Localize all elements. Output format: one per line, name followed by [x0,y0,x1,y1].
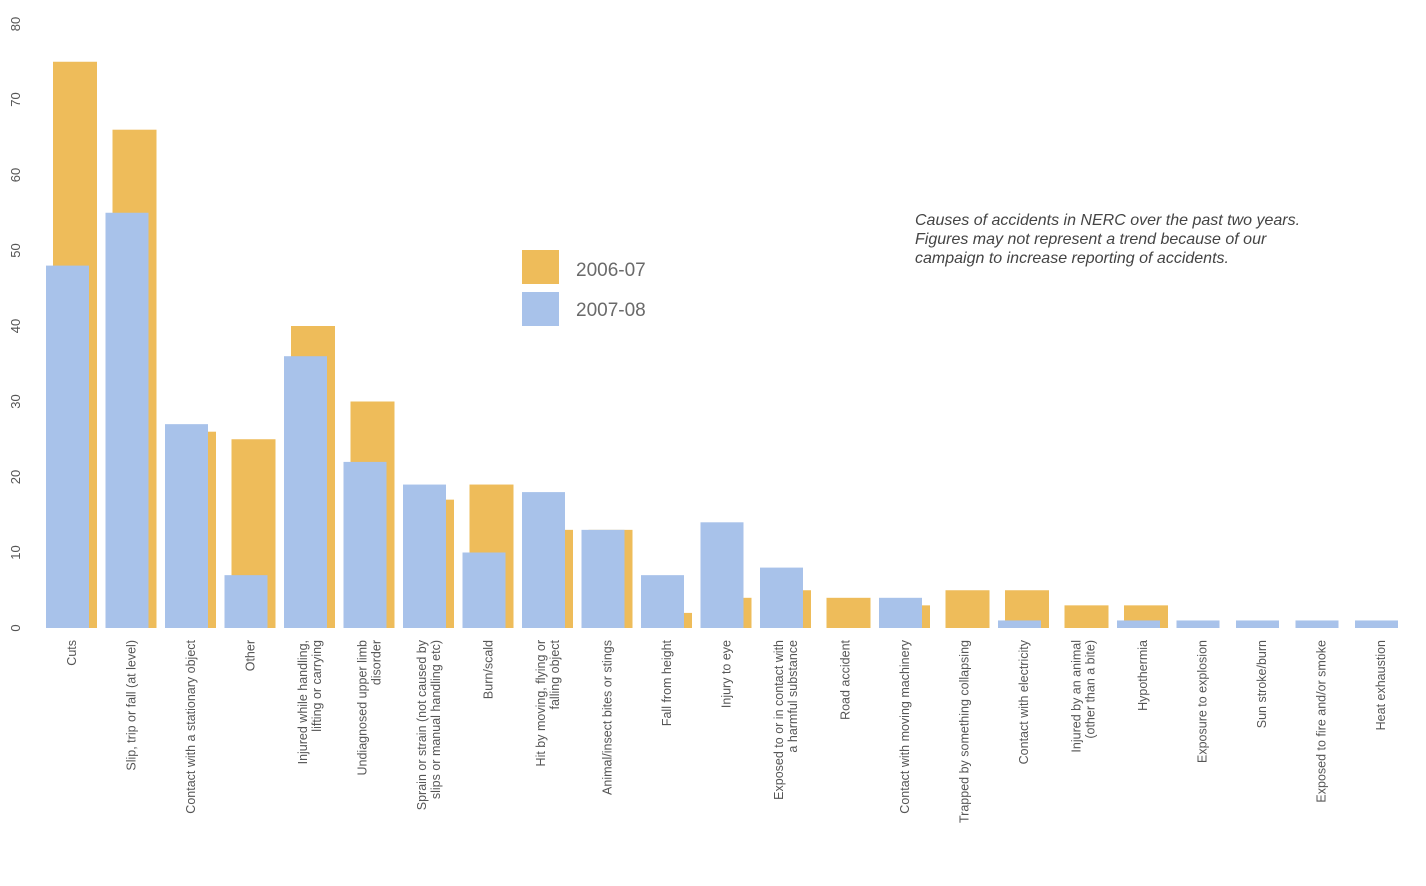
bar-2007-08 [105,212,149,628]
bar-2007-08 [284,356,327,628]
category-label: disorder [370,640,384,685]
category-label: Burn/scald [482,640,496,699]
category-label: Fall from height [660,639,674,726]
y-tick-label: 50 [8,243,23,257]
category-label: Heat exhaustion [1374,640,1388,730]
y-tick-label: 20 [8,470,23,484]
category-label: Injured by an animal [1070,640,1084,753]
bar-2007-08 [1176,620,1220,628]
category-label: Sun stroke/burn [1255,640,1269,728]
y-tick-label: 0 [8,624,23,631]
bar-2007-08 [46,265,89,628]
bar-2007-08 [641,575,684,628]
category-label: Exposure to explosion [1196,640,1210,763]
category-label: lifting or carrying [310,640,324,732]
y-tick-label: 60 [8,168,23,182]
bar-2007-08 [879,597,922,628]
category-label: Contact with a stationary object [184,639,198,813]
bar-2007-08 [581,529,625,628]
bar-2007-08 [462,552,506,628]
bar-2006-07 [945,590,990,628]
category-label: Undiagnosed upper limb [356,640,370,776]
category-label: Exposed to or in contact with [772,640,786,800]
category-label: Trapped by something collapsing [958,640,972,823]
category-label: Other [244,640,258,671]
chart-note: Causes of accidents in NERC over the pas… [915,212,1301,267]
category-label: Contact with moving machinery [898,639,912,813]
y-tick-label: 80 [8,17,23,31]
bar-2007-08 [165,424,208,628]
legend-swatch-2007-08 [522,292,559,326]
y-tick-label: 70 [8,92,23,106]
bar-2007-08 [343,461,387,628]
x-axis-labels: Cuts Slip, trip or fall (at level) Contact… [65,639,1388,823]
bar-2007-08 [1117,620,1160,628]
bar-2007-08 [1295,620,1339,628]
bar-2007-08 [224,575,268,628]
legend: 2006-07 2007-08 [522,250,646,326]
bar-2006-07 [1064,605,1109,628]
category-label: Injured while handling, [296,640,310,764]
bar-2007-08 [1236,620,1279,628]
category-label: a harmful substance [786,640,800,753]
bar-2007-08 [998,620,1041,628]
category-label: Hit by moving, flying or [534,640,548,766]
category-label: Slip, trip or fall (at level) [125,640,139,771]
category-label: Road accident [839,639,853,719]
bars [46,61,1398,628]
category-label: Cuts [65,640,79,666]
bar-2007-08 [522,492,565,628]
category-label: (other than a bite) [1084,640,1098,739]
category-label: Injury to eye [720,640,734,708]
category-label: Contact with electricity [1017,639,1031,764]
legend-label-2007-08: 2007-08 [576,300,646,321]
category-label: falling object [548,639,562,709]
category-label: slips or manual handling etc) [429,640,443,799]
bar-2007-08 [1355,620,1398,628]
y-tick-label: 40 [8,319,23,333]
bar-2007-08 [403,484,446,628]
category-label: Animal/insect bites or stings [601,640,615,795]
y-tick-label: 10 [8,545,23,559]
bar-2007-08 [760,567,803,628]
y-axis: 0 10 20 30 40 50 60 70 80 [8,17,23,632]
category-label: Sprain or strain (not caused by [415,639,429,810]
y-tick-label: 30 [8,394,23,408]
legend-label-2006-07: 2006-07 [576,260,646,281]
category-label: Hypothermia [1136,640,1150,711]
bar-2006-07 [826,597,871,628]
legend-swatch-2006-07 [522,250,559,284]
category-label: Exposed to fire and/or smoke [1315,640,1329,803]
bar-2007-08 [700,522,744,628]
